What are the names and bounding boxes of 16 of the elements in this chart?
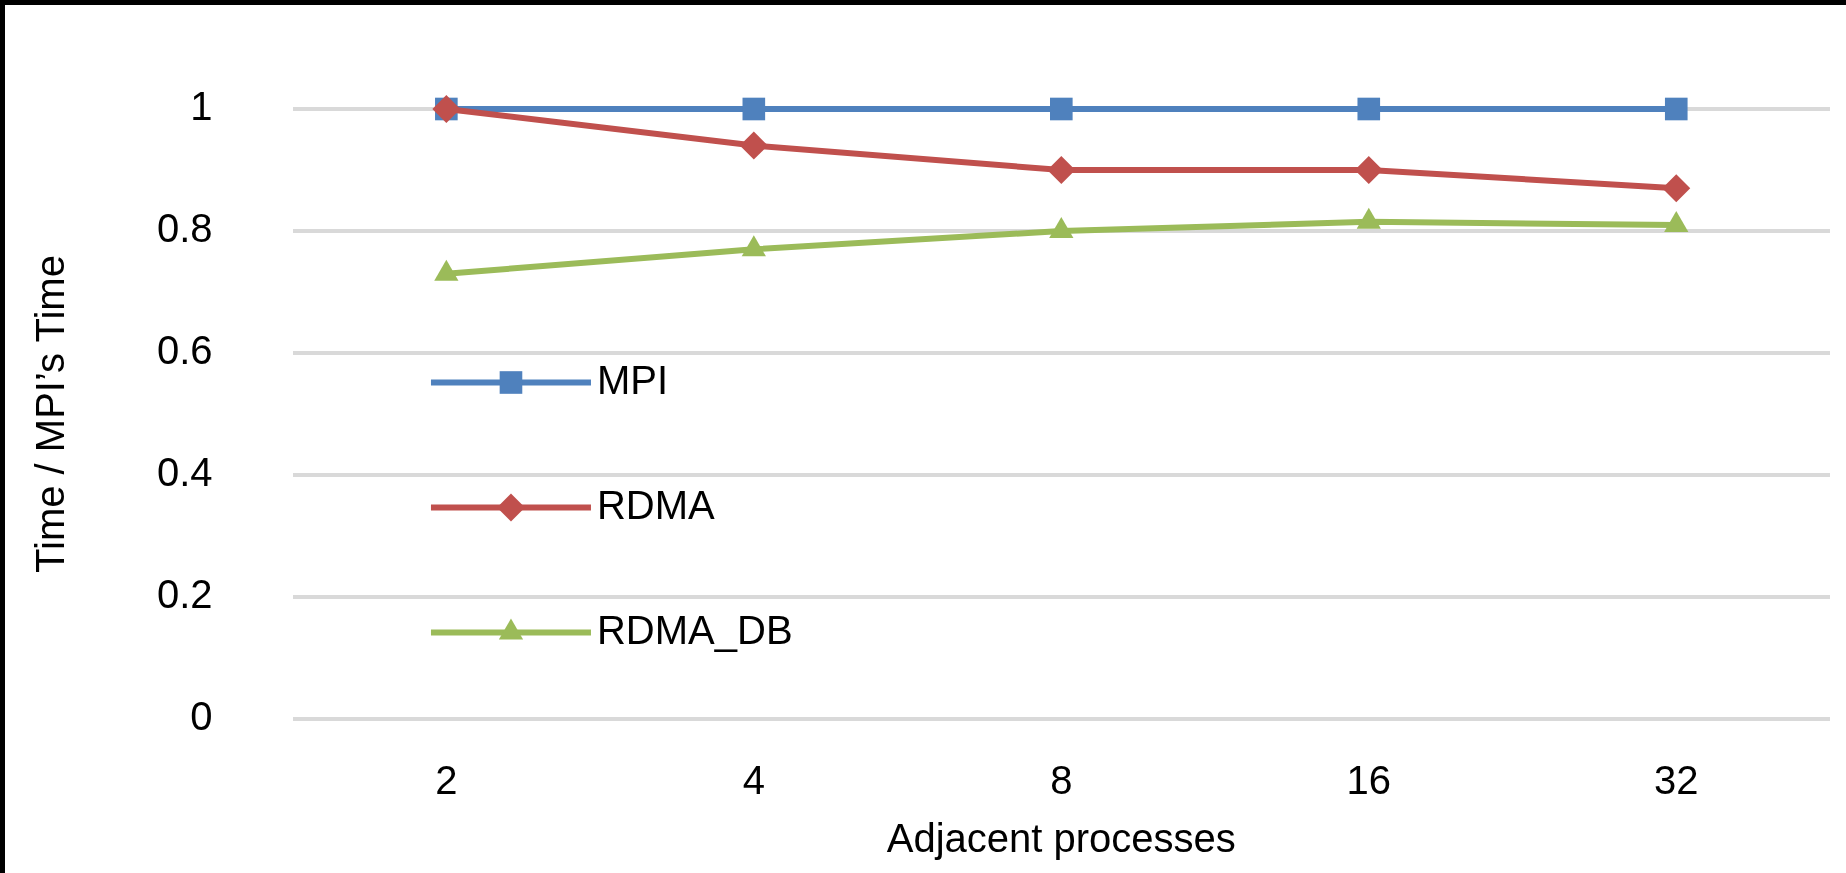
y-axis-title: Time / MPI’s Time — [28, 255, 73, 573]
legend-label: RDMA_DB — [596, 607, 793, 652]
x-axis-title: Adjacent processes — [886, 816, 1236, 861]
x-tick-label: 8 — [1050, 758, 1073, 803]
x-tick-label: 2 — [435, 758, 458, 803]
legend-label: RDMA — [596, 482, 716, 527]
y-tick-label: 0.6 — [157, 328, 213, 373]
x-tick-label: 16 — [1346, 758, 1392, 803]
y-tick-label: 0.4 — [157, 450, 213, 495]
y-tick-label: 0.8 — [157, 206, 213, 251]
legend-label: MPI — [596, 357, 669, 402]
x-tick-label: 32 — [1654, 758, 1699, 803]
x-tick-label: 4 — [742, 758, 765, 803]
y-tick-label: 0 — [190, 694, 213, 739]
y-tick-label: 0.2 — [157, 572, 213, 617]
y-tick-label: 1 — [190, 84, 213, 129]
